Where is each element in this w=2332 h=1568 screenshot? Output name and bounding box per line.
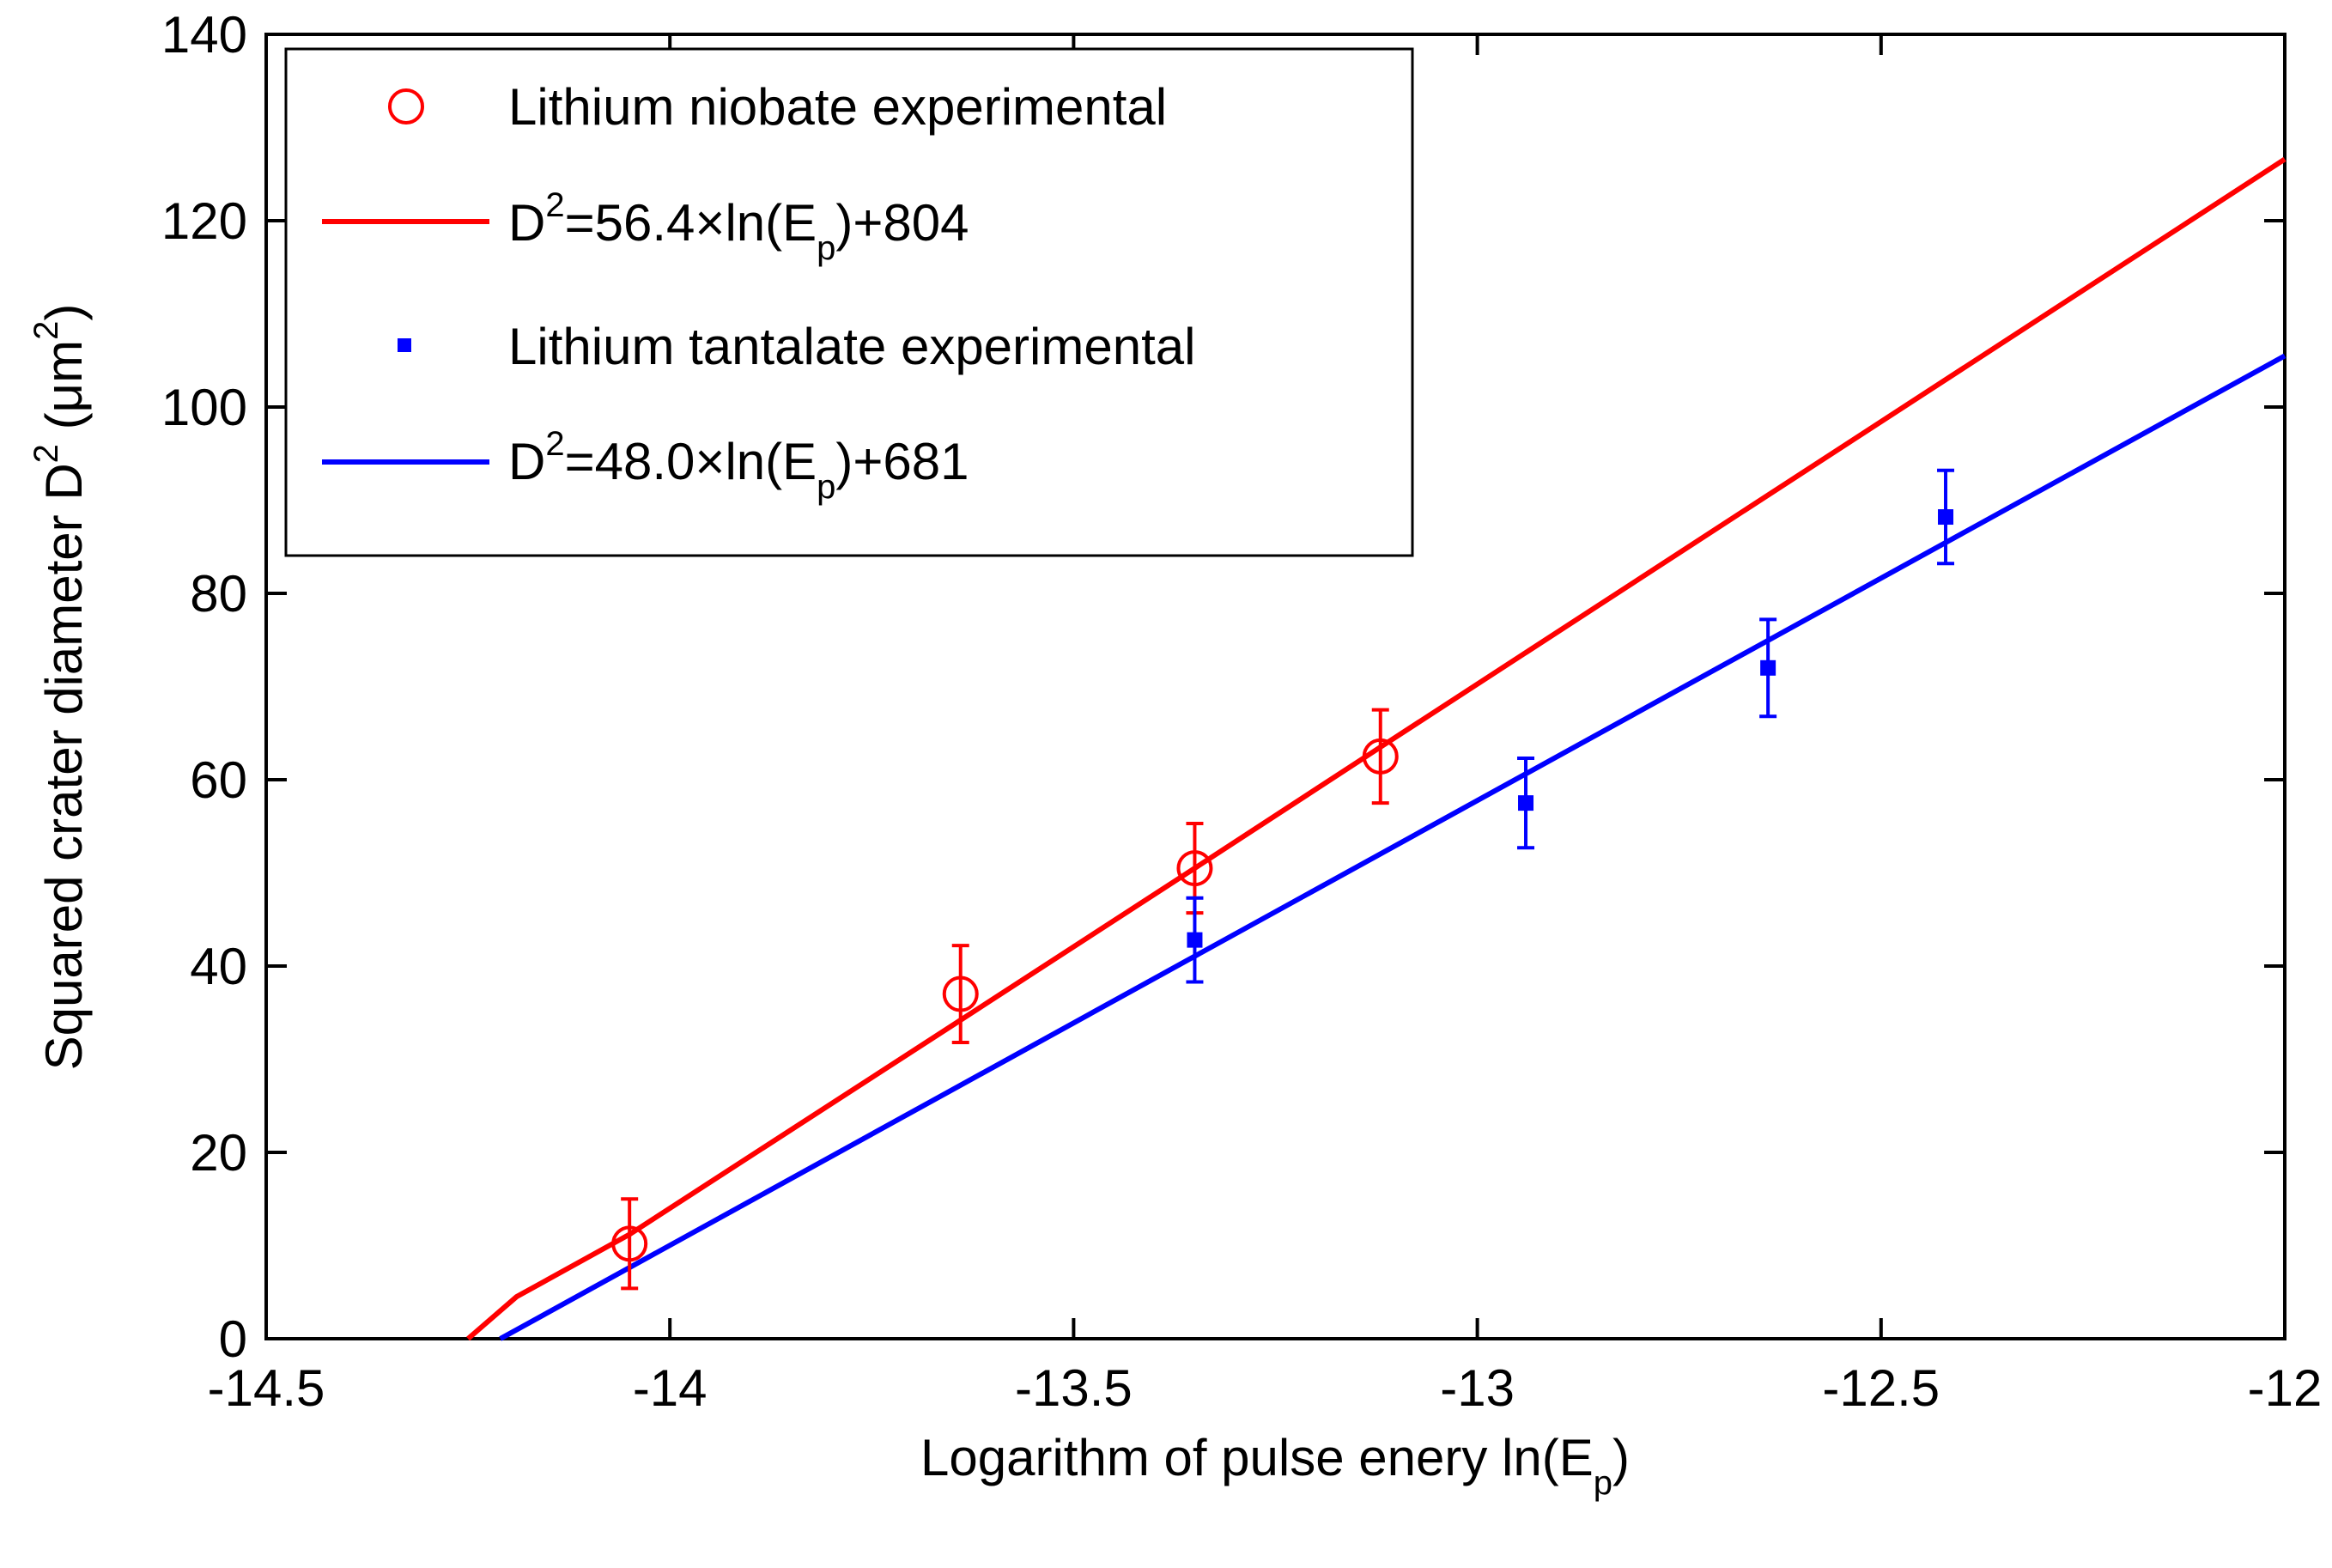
data-point-niobate — [611, 1225, 648, 1262]
y-tick-label: 120 — [161, 192, 247, 250]
x-tick-label: -14.5 — [208, 1359, 325, 1417]
y-tick-label: 80 — [190, 565, 247, 623]
data-point-niobate — [1362, 738, 1399, 775]
legend-label-niobate-experimental: Lithium niobate experimental — [508, 78, 1167, 136]
legend: Lithium niobate experimental D2=56.4×ln(… — [284, 47, 1414, 557]
x-axis: -14.5 -14 -13.5 -13 -12.5 -12 — [208, 34, 2323, 1417]
y-tick-label: 100 — [161, 379, 247, 436]
fit-line-1 — [499, 353, 2286, 1341]
data-point-niobate — [1176, 850, 1213, 887]
legend-marker-niobate-experimental — [388, 88, 424, 125]
x-tick-label: -12.5 — [1822, 1359, 1940, 1417]
legend-label-tantalate-experimental: Lithium tantalate experimental — [508, 318, 1195, 375]
data-point-tantalate — [1518, 795, 1534, 811]
series-layer — [466, 156, 2286, 1341]
x-axis-label: Logarithm of pulse enery ln(Ep) — [920, 1429, 1630, 1502]
data-point-tantalate — [1187, 932, 1203, 948]
y-tick-label: 140 — [161, 6, 247, 64]
x-tick-label: -13 — [1440, 1359, 1515, 1417]
y-axis-label: Squared crater diameter D2 (μm2) — [27, 304, 93, 1071]
x-tick-label: -12 — [2248, 1359, 2323, 1417]
legend-box — [284, 47, 1414, 557]
x-tick-label: -13.5 — [1015, 1359, 1133, 1417]
y-tick-label: 40 — [190, 938, 247, 995]
legend-label-tantalate-fit: D2=48.0×ln(Ep)+681 — [508, 425, 969, 506]
y-tick-label: 0 — [219, 1310, 247, 1368]
legend-marker-tantalate-experimental — [398, 338, 411, 352]
legend-label-niobate-fit: D2=56.4×ln(Ep)+804 — [508, 186, 969, 267]
y-axis: 0 20 40 60 80 100 120 140 — [161, 6, 2285, 1368]
x-tick-label: -14 — [633, 1359, 707, 1417]
y-tick-label: 60 — [190, 751, 247, 809]
data-point-tantalate — [1938, 509, 1954, 526]
data-point-niobate — [942, 975, 979, 1012]
data-point-tantalate — [1760, 659, 1776, 676]
y-tick-label: 20 — [190, 1124, 247, 1182]
